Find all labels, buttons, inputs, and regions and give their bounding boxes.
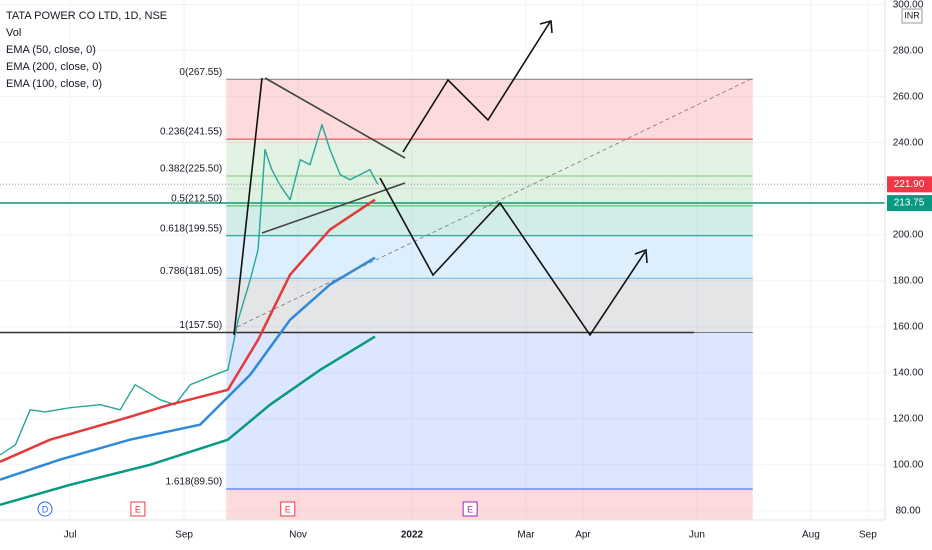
bear-path <box>379 177 646 337</box>
triangle-upper <box>264 77 406 159</box>
fib-label: 1.618(89.50) <box>166 477 223 488</box>
event-label: E <box>467 504 473 514</box>
bull-path <box>402 21 551 153</box>
y-tick-label: 80.00 <box>895 505 920 516</box>
series-line <box>0 198 376 463</box>
fib-band <box>226 79 753 140</box>
x-tick-label: 2022 <box>401 530 424 541</box>
fib-band <box>226 139 753 177</box>
price-tag-label: 221.90 <box>894 179 925 190</box>
currency-box <box>901 8 923 24</box>
y-tick-label: 180.00 <box>893 275 924 286</box>
fib-band <box>226 278 753 333</box>
legend-entry: EMA (100, close, 0) <box>6 78 102 90</box>
chart-title: TATA POWER CO LTD, 1D, NSE <box>6 10 167 22</box>
legend-entry: EMA (50, close, 0) <box>6 44 96 56</box>
event-marker <box>462 501 478 517</box>
fib-label: 0(267.55) <box>179 67 222 78</box>
y-tick-label: 240.00 <box>893 137 924 148</box>
event-label: E <box>135 504 141 514</box>
event-label: E <box>285 504 291 514</box>
drawings <box>233 19 754 337</box>
trend-line <box>233 77 263 336</box>
x-tick-label: Jun <box>689 530 705 541</box>
y-tick-label: 280.00 <box>893 45 924 56</box>
arrow-head <box>634 248 648 264</box>
fib-band <box>226 488 753 520</box>
x-tick-label: Sep <box>175 530 193 541</box>
fib-band <box>226 176 753 206</box>
x-tick-label: Jul <box>64 530 77 541</box>
y-tick-label: 160.00 <box>893 321 924 332</box>
top-layer: 80.00 100.00 120.00 140.00 160.00 180.00 200.0… <box>6 0 932 541</box>
fib-label: 0.236(241.55) <box>160 127 222 138</box>
legend-vol: Vol <box>6 27 21 39</box>
main-layer <box>0 124 885 507</box>
arrow-head <box>539 19 553 34</box>
dashed-line <box>236 77 754 328</box>
event-label: D <box>42 504 49 514</box>
price-tag <box>887 176 932 193</box>
fib-layer <box>0 0 885 520</box>
series-line <box>0 335 376 507</box>
currency: INR <box>904 10 920 20</box>
event-marker <box>280 501 296 517</box>
fib-label: 0.5(212.50) <box>171 194 222 205</box>
fib-label: 0.618(199.55) <box>160 223 222 234</box>
price-tag-label: 213.75 <box>894 198 925 209</box>
event-marker <box>130 501 146 517</box>
series-line <box>0 256 376 481</box>
series-line <box>0 124 379 456</box>
x-tick-label: Aug <box>802 530 820 541</box>
y-tick-label: 300.00 <box>893 0 924 10</box>
y-tick-label: 140.00 <box>893 367 924 378</box>
legend-entry: EMA (200, close, 0) <box>6 61 102 73</box>
x-tick-label: Apr <box>575 530 591 541</box>
x-tick-label: Nov <box>289 530 307 541</box>
fib-label: 1(157.50) <box>179 320 222 331</box>
event-marker <box>37 501 53 517</box>
fib-label: 0.382(225.50) <box>160 164 222 175</box>
fib-band <box>226 332 753 489</box>
y-tick-label: 100.00 <box>893 459 924 470</box>
x-tick-label: Sep <box>859 530 877 541</box>
fib-band <box>226 235 753 279</box>
x-tick-label: Mar <box>517 530 535 541</box>
y-tick-label: 200.00 <box>893 229 924 240</box>
y-tick-label: 120.00 <box>893 413 924 424</box>
fib-label: 0.786(181.05) <box>160 266 222 277</box>
triangle-lower <box>261 182 406 234</box>
price-tag <box>887 195 932 212</box>
y-tick-label: 260.00 <box>893 91 924 102</box>
fib-band <box>226 205 753 236</box>
